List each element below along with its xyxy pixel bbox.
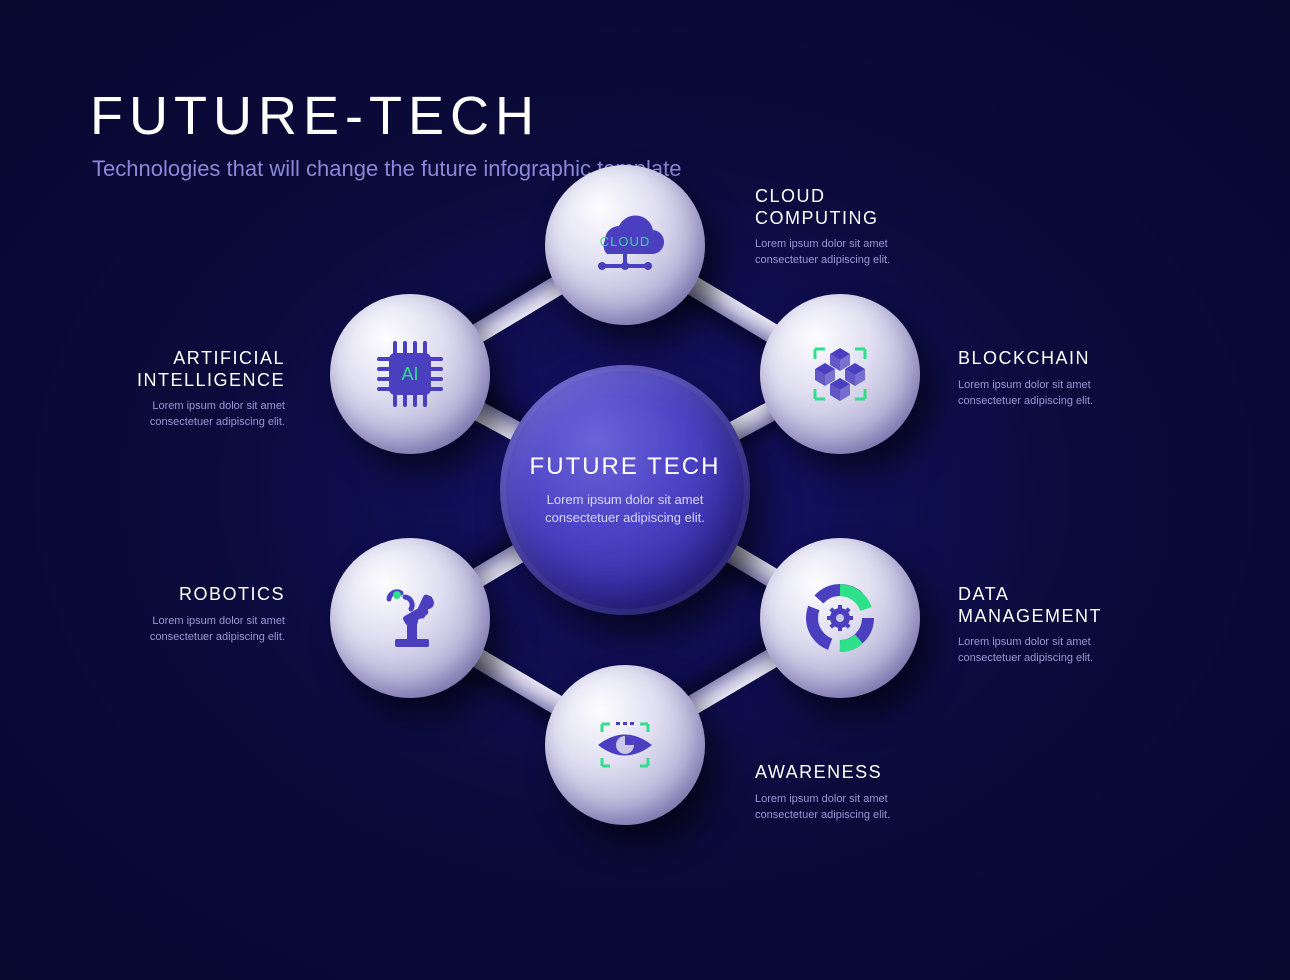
node-ai: AI bbox=[330, 294, 490, 454]
cubes-icon bbox=[795, 329, 885, 419]
node-cloud: CLOUD bbox=[545, 165, 705, 325]
eye-icon bbox=[580, 700, 670, 790]
node-awareness bbox=[545, 665, 705, 825]
label-desc: Lorem ipsum dolor sit amet consectetuer … bbox=[105, 399, 285, 431]
label-blockchain: BLOCKCHAIN Lorem ipsum dolor sit amet co… bbox=[958, 348, 1138, 409]
svg-text:CLOUD: CLOUD bbox=[600, 234, 651, 249]
label-desc: Lorem ipsum dolor sit amet consectetuer … bbox=[958, 378, 1138, 410]
label-title: BLOCKCHAIN bbox=[958, 348, 1138, 370]
label-title: DATA MANAGEMENT bbox=[958, 584, 1138, 627]
node-data bbox=[760, 538, 920, 698]
center-desc: Lorem ipsum dolor sit amet consectetuer … bbox=[530, 491, 720, 526]
label-title: AWARENESS bbox=[755, 762, 935, 784]
label-desc: Lorem ipsum dolor sit amet consectetuer … bbox=[755, 792, 935, 824]
label-robotics: ROBOTICS Lorem ipsum dolor sit amet cons… bbox=[105, 584, 285, 645]
label-data: DATA MANAGEMENT Lorem ipsum dolor sit am… bbox=[958, 584, 1138, 667]
infographic-diagram: FUTURE TECH Lorem ipsum dolor sit amet c… bbox=[0, 0, 1290, 980]
center-node: FUTURE TECH Lorem ipsum dolor sit amet c… bbox=[500, 365, 750, 615]
label-desc: Lorem ipsum dolor sit amet consectetuer … bbox=[755, 237, 935, 269]
label-ai: ARTIFICIAL INTELLIGENCE Lorem ipsum dolo… bbox=[105, 348, 285, 431]
gear-ring-icon bbox=[795, 573, 885, 663]
robot-arm-icon bbox=[365, 573, 455, 663]
node-robotics bbox=[330, 538, 490, 698]
label-cloud: CLOUD COMPUTING Lorem ipsum dolor sit am… bbox=[755, 186, 935, 269]
label-desc: Lorem ipsum dolor sit amet consectetuer … bbox=[958, 635, 1138, 667]
label-awareness: AWARENESS Lorem ipsum dolor sit amet con… bbox=[755, 762, 935, 823]
label-desc: Lorem ipsum dolor sit amet consectetuer … bbox=[105, 614, 285, 646]
label-title: CLOUD COMPUTING bbox=[755, 186, 935, 229]
label-title: ARTIFICIAL INTELLIGENCE bbox=[105, 348, 285, 391]
cloud-icon: CLOUD bbox=[580, 200, 670, 290]
node-blockchain bbox=[760, 294, 920, 454]
chip-icon: AI bbox=[365, 329, 455, 419]
center-title: FUTURE TECH bbox=[530, 453, 721, 481]
label-title: ROBOTICS bbox=[105, 584, 285, 606]
svg-text:AI: AI bbox=[401, 364, 418, 384]
